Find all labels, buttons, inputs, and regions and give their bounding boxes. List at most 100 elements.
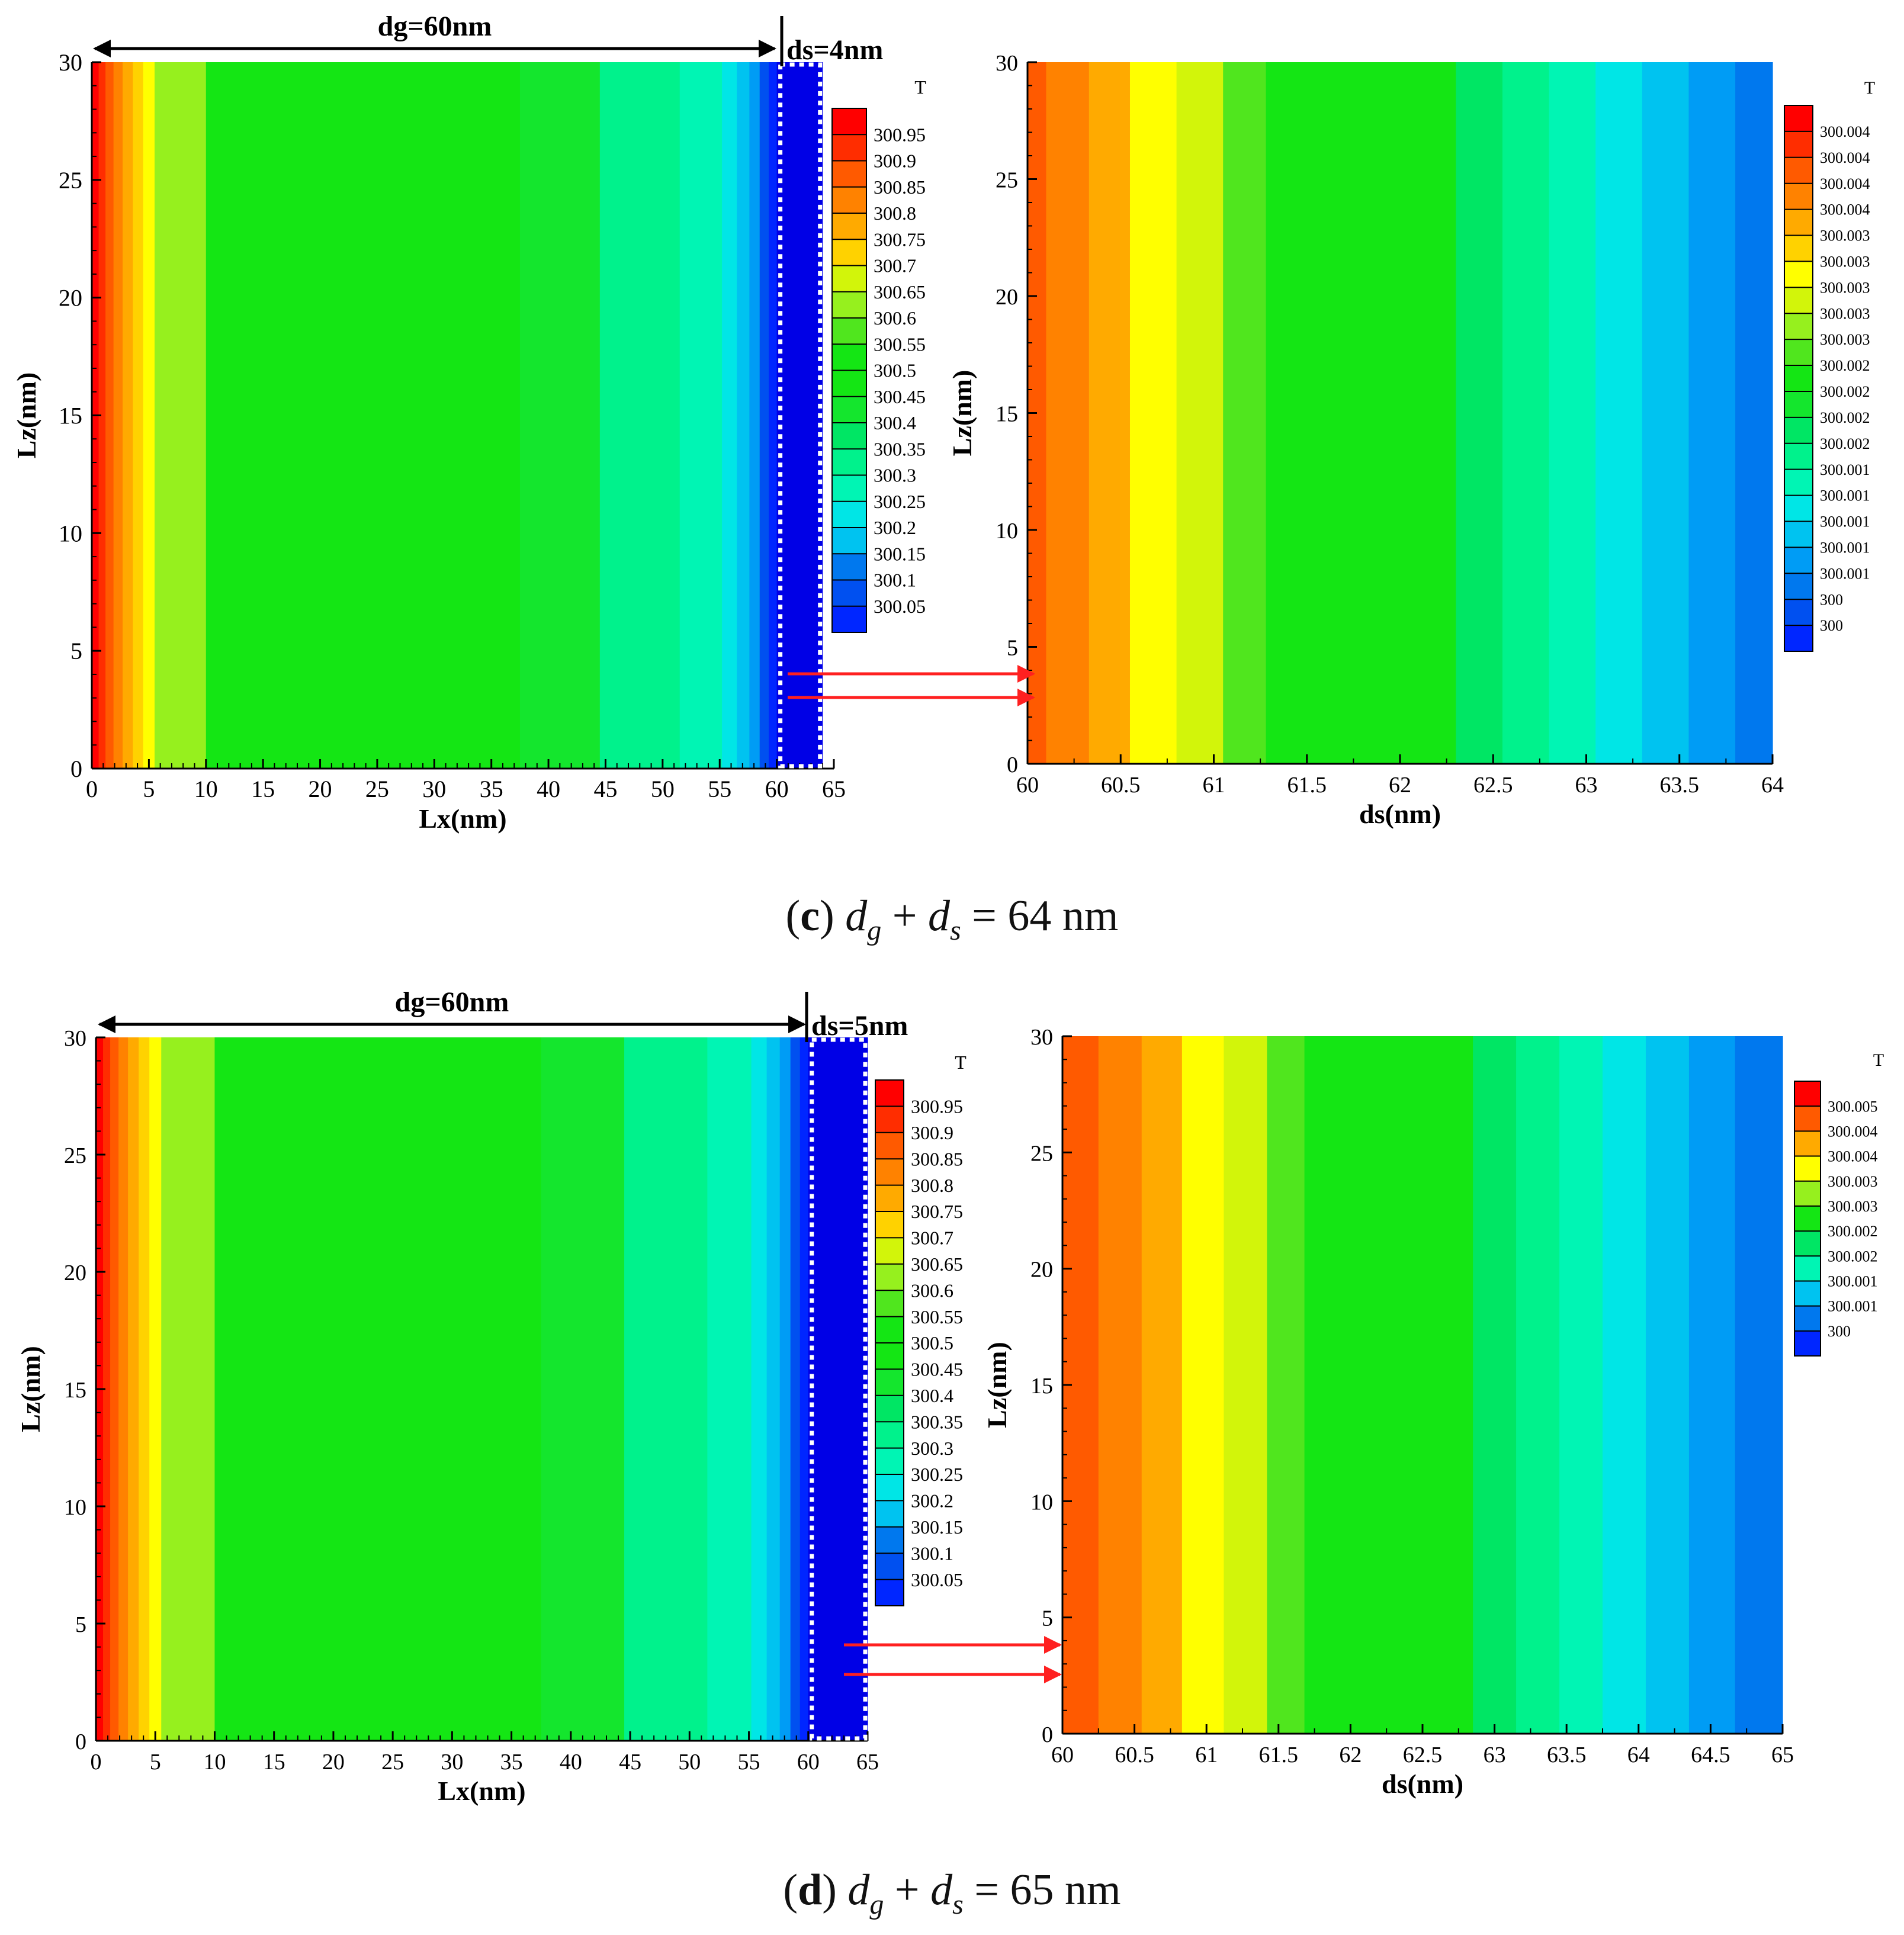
left-legend-swatch bbox=[875, 1132, 904, 1159]
right-legend-label: 300.001 bbox=[1828, 1273, 1878, 1290]
right-legend-swatch bbox=[1794, 1206, 1820, 1232]
right-heatmap-y-tick-label: 5 bbox=[1042, 1606, 1053, 1631]
left-legend-label: 300.6 bbox=[911, 1280, 953, 1301]
left-legend-title: T bbox=[955, 1052, 967, 1073]
left-heatmap-band bbox=[737, 62, 750, 769]
left-legend-swatch bbox=[875, 1159, 904, 1186]
right-heatmap-band bbox=[1688, 62, 1736, 764]
left-legend-label: 300.2 bbox=[874, 517, 916, 538]
left-heatmap-y-label: Lz(nm) bbox=[15, 1346, 46, 1432]
left-heatmap-y-tick-label: 15 bbox=[59, 403, 82, 429]
right-legend-swatch bbox=[1784, 313, 1813, 340]
right-heatmap-x-label: ds(nm) bbox=[1359, 799, 1441, 829]
left-legend-swatch bbox=[832, 108, 866, 135]
left-legend-swatch bbox=[832, 318, 866, 345]
left-legend-swatch bbox=[832, 187, 866, 214]
right-heatmap-x-tick-label: 61 bbox=[1203, 773, 1225, 798]
right-legend-swatch bbox=[1794, 1131, 1820, 1157]
left-legend-label: 300.15 bbox=[874, 543, 926, 564]
right-legend-swatch bbox=[1784, 339, 1813, 366]
left-legend-swatch bbox=[875, 1369, 904, 1396]
ds-label: ds=5nm bbox=[811, 1010, 908, 1042]
right-heatmap-x-tick-label: 63 bbox=[1575, 773, 1598, 798]
left-heatmap-x-tick-label: 10 bbox=[203, 1750, 226, 1775]
right-legend-label: 300.004 bbox=[1820, 123, 1870, 140]
left-legend-swatch bbox=[832, 291, 866, 319]
left-heatmap-band bbox=[128, 1037, 139, 1741]
right-heatmap-y-label: Lz(nm) bbox=[982, 1342, 1012, 1428]
right-heatmap-y-tick-label: 25 bbox=[1030, 1141, 1053, 1166]
right-heatmap-band bbox=[1224, 1036, 1267, 1734]
left-legend-label: 300.6 bbox=[874, 307, 916, 329]
left-heatmap-x-tick-label: 35 bbox=[500, 1750, 523, 1775]
right-heatmap-x-tick-label: 62.5 bbox=[1403, 1743, 1443, 1767]
left-legend-swatch bbox=[875, 1448, 904, 1475]
left-legend-swatch bbox=[832, 423, 866, 449]
right-heatmap-y-tick-label: 5 bbox=[1007, 636, 1018, 661]
right-legend-label: 300.003 bbox=[1820, 253, 1870, 271]
left-legend-swatch bbox=[875, 1185, 904, 1212]
left-legend-label: 300.2 bbox=[911, 1490, 953, 1512]
left-heatmap-x-tick-label: 15 bbox=[263, 1750, 285, 1775]
right-legend-label: 300.004 bbox=[1828, 1123, 1878, 1140]
left-heatmap-band bbox=[206, 62, 521, 769]
left-heatmap-x-tick-label: 65 bbox=[856, 1750, 879, 1775]
right-legend-swatch bbox=[1784, 209, 1813, 236]
left-heatmap-y-tick-label: 10 bbox=[59, 520, 82, 547]
left-heatmap-x-tick-label: 0 bbox=[86, 776, 98, 802]
right-legend-label: 300.003 bbox=[1828, 1198, 1878, 1215]
left-heatmap-band bbox=[214, 1037, 542, 1741]
right-heatmap-band bbox=[1735, 62, 1773, 764]
right-heatmap-band bbox=[1181, 1036, 1224, 1734]
left-legend-label: 300.35 bbox=[911, 1411, 963, 1432]
left-heatmap-band bbox=[161, 1037, 216, 1741]
right-legend-swatch bbox=[1784, 625, 1813, 652]
left-heatmap-band bbox=[808, 1037, 868, 1741]
left-heatmap-band bbox=[123, 62, 133, 769]
left-legend-label: 300.75 bbox=[911, 1201, 963, 1222]
left-heatmap-x-tick-label: 60 bbox=[797, 1750, 820, 1775]
left-legend-label: 300.5 bbox=[911, 1332, 953, 1354]
left-heatmap-x-tick-label: 30 bbox=[441, 1750, 463, 1775]
right-legend-swatch bbox=[1794, 1306, 1820, 1332]
right-legend-label: 300.001 bbox=[1828, 1298, 1878, 1315]
left-legend-swatch bbox=[832, 554, 866, 580]
right-heatmap-band bbox=[1141, 1036, 1183, 1734]
right-heatmap-y-tick-label: 10 bbox=[1030, 1490, 1053, 1515]
left-heatmap-band bbox=[769, 62, 778, 769]
right-legend-label: 300.004 bbox=[1820, 175, 1870, 192]
left-heatmap-band bbox=[118, 1037, 129, 1741]
right-legend-swatch bbox=[1784, 573, 1813, 600]
left-legend-label: 300.7 bbox=[874, 255, 916, 277]
left-heatmap-x-tick-label: 40 bbox=[560, 1750, 582, 1775]
left-heatmap-band bbox=[149, 1037, 162, 1741]
right-heatmap-band bbox=[1603, 1036, 1646, 1734]
ds-region-outline bbox=[810, 1037, 868, 1741]
left-legend-swatch bbox=[832, 396, 866, 423]
left-legend-swatch bbox=[832, 344, 866, 371]
caption-d: (d) dg + ds = 65 nm bbox=[783, 1866, 1121, 1920]
left-legend-label: 300.3 bbox=[874, 465, 916, 486]
left-legend-label: 300.5 bbox=[874, 360, 916, 381]
right-legend-swatch bbox=[1784, 443, 1813, 470]
right-legend-frame bbox=[1784, 105, 1813, 652]
right-heatmap-band bbox=[1089, 62, 1131, 764]
right-heatmap-band bbox=[1645, 1036, 1690, 1734]
right-heatmap-x-tick-label: 60.5 bbox=[1101, 773, 1141, 798]
left-legend-swatch bbox=[832, 606, 866, 633]
left-heatmap-x-tick-label: 0 bbox=[91, 1750, 102, 1775]
right-legend-swatch bbox=[1784, 547, 1813, 574]
right-heatmap-y-tick-label: 30 bbox=[1030, 1025, 1053, 1050]
left-heatmap-band bbox=[541, 1037, 625, 1741]
right-legend-label: 300 bbox=[1820, 591, 1843, 608]
left-legend-label: 300.4 bbox=[874, 412, 916, 433]
left-heatmap-band bbox=[143, 62, 155, 769]
left-heatmap-x-tick-label: 45 bbox=[619, 1750, 641, 1775]
left-heatmap-y-tick-label: 25 bbox=[59, 167, 82, 194]
left-legend-swatch bbox=[875, 1080, 904, 1107]
left-heatmap-band bbox=[624, 1037, 708, 1741]
right-heatmap-x-tick-label: 64.5 bbox=[1691, 1743, 1730, 1767]
left-heatmap-x-tick-label: 50 bbox=[678, 1750, 701, 1775]
left-legend-swatch bbox=[832, 265, 866, 292]
left-heatmap-y-tick-label: 5 bbox=[75, 1612, 86, 1637]
